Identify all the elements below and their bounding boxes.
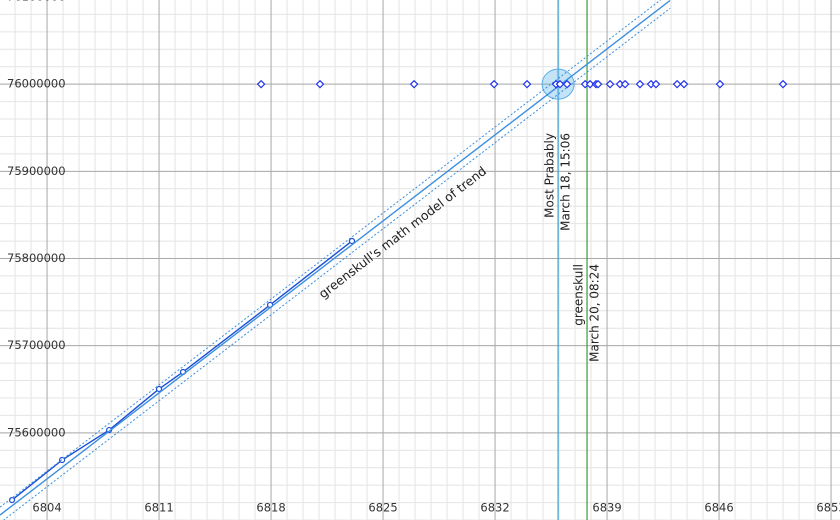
point bbox=[620, 79, 630, 89]
y-tick-label: 76100000 bbox=[7, 0, 66, 4]
series-marker bbox=[8, 496, 16, 504]
point bbox=[555, 79, 565, 89]
point bbox=[679, 79, 689, 89]
point bbox=[778, 79, 788, 89]
y-tick-label: 75800000 bbox=[7, 251, 66, 265]
marker-label: greenskull bbox=[572, 264, 586, 326]
marker-label: March 20, 08:24 bbox=[588, 264, 602, 362]
y-tick-label: 75600000 bbox=[7, 425, 66, 439]
point bbox=[489, 79, 499, 89]
x-tick-label: 6832 bbox=[480, 501, 509, 515]
x-tick-label: 6846 bbox=[704, 501, 733, 515]
point bbox=[562, 79, 572, 89]
point bbox=[256, 79, 266, 89]
y-tick-label: 75700000 bbox=[7, 338, 66, 352]
point bbox=[409, 79, 419, 89]
series-line bbox=[2, 7, 671, 520]
x-tick-label: 6811 bbox=[144, 501, 173, 515]
series-marker bbox=[348, 237, 356, 245]
x-tick-label: 6818 bbox=[256, 501, 285, 515]
series-line bbox=[0, 0, 662, 508]
point bbox=[715, 79, 725, 89]
series-marker bbox=[155, 385, 163, 393]
point bbox=[605, 79, 615, 89]
marker-label: Most Prabably bbox=[543, 133, 557, 218]
y-tick-label: 76000000 bbox=[7, 77, 66, 91]
point bbox=[522, 79, 532, 89]
x-tick-label: 6804 bbox=[32, 501, 61, 515]
point bbox=[651, 79, 661, 89]
x-tick-label: 6839 bbox=[592, 501, 621, 515]
x-tick-label: 6825 bbox=[368, 501, 397, 515]
y-tick-label: 75900000 bbox=[7, 164, 66, 178]
marker-label: March 18, 15:06 bbox=[559, 133, 573, 231]
point bbox=[593, 79, 603, 89]
x-tick-label: 6853 bbox=[816, 501, 840, 515]
point bbox=[635, 79, 645, 89]
point bbox=[585, 79, 595, 89]
point bbox=[315, 79, 325, 89]
point bbox=[672, 79, 682, 89]
